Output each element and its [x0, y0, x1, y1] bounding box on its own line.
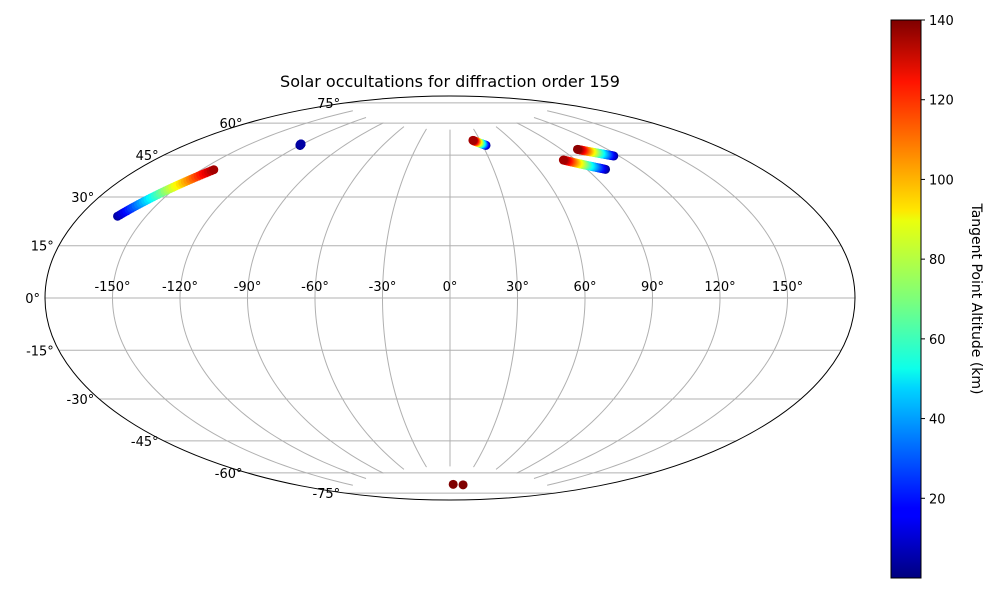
latitude-tick-label: 30° — [71, 191, 94, 206]
colorbar-label: Tangent Point Altitude (km) — [968, 202, 984, 394]
colorbar-tick-label: 80 — [929, 253, 946, 268]
data-point — [296, 139, 306, 149]
latitude-tick-label: 45° — [136, 149, 159, 164]
colorbar-tick-label: 40 — [929, 413, 946, 428]
latitude-tick-label: 75° — [317, 97, 340, 112]
data-point — [468, 135, 478, 145]
data-point — [458, 480, 468, 490]
latitude-tick-label: 60° — [219, 117, 242, 132]
data-point — [448, 479, 458, 489]
longitude-tick-label: 0° — [443, 280, 458, 295]
longitude-tick-label: -30° — [369, 280, 397, 295]
colorbar: 20 40 60 80 100 120 140 Tangent Point Altitude… — [890, 14, 984, 579]
longitude-tick-label: -90° — [234, 280, 262, 295]
latitude-tick-label: -30° — [67, 393, 95, 408]
colorbar-tick-label: 100 — [929, 173, 954, 188]
colorbar-tick-label: 60 — [929, 333, 946, 348]
occultation-points — [113, 135, 619, 490]
longitude-tick-label: 120° — [704, 280, 735, 295]
colorbar-gradient — [890, 19, 922, 579]
longitude-tick-labels: -150° -120° -90° -60° -30° 0° 30° 60° 90° 120° 150… — [94, 280, 803, 295]
latitude-tick-label: -60° — [215, 467, 243, 482]
latitude-tick-label: -45° — [131, 435, 159, 450]
colorbar-tick-label: 140 — [929, 14, 954, 29]
colorbar-ticks: 20 40 60 80 100 120 140 — [921, 14, 954, 507]
data-point — [209, 165, 219, 175]
longitude-tick-label: -150° — [94, 280, 130, 295]
longitude-tick-label: -120° — [162, 280, 198, 295]
longitude-tick-label: 30° — [506, 280, 529, 295]
latitude-tick-label: 0° — [25, 292, 40, 307]
latitude-tick-labels: 75° 60° 45° 30° 15° 0° -15° -30° -45° -60° -75° — [25, 97, 340, 502]
data-point — [558, 155, 568, 165]
latitude-tick-label: -75° — [312, 487, 340, 502]
map-outline — [44, 95, 856, 501]
graticule-grid — [45, 102, 855, 494]
longitude-tick-label: 90° — [641, 280, 664, 295]
map-plot-area: -150° -120° -90° -60° -30° 0° 30° 60° 90° 120° 150… — [25, 95, 856, 502]
latitude-tick-label: -15° — [26, 344, 54, 359]
longitude-tick-label: 60° — [573, 280, 596, 295]
latitude-tick-label: 15° — [31, 240, 54, 255]
colorbar-tick-label: 120 — [929, 94, 954, 109]
longitude-tick-label: 150° — [772, 280, 803, 295]
data-point — [572, 144, 582, 154]
colorbar-tick-label: 20 — [929, 492, 946, 507]
chart-title: Solar occultations for diffraction order… — [280, 72, 620, 91]
longitude-tick-label: -60° — [301, 280, 329, 295]
